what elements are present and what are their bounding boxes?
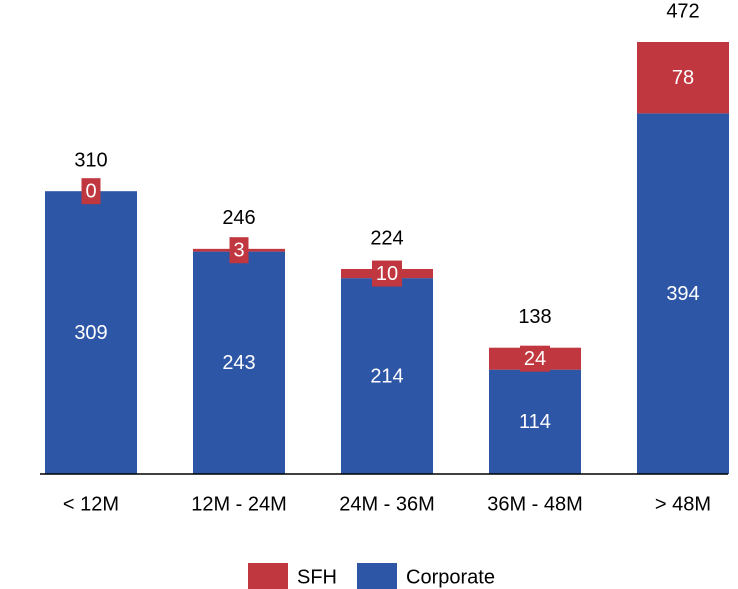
x-tick-label: 24M - 36M: [339, 493, 435, 515]
legend-label: Corporate: [406, 566, 495, 588]
legend-swatch: [248, 563, 288, 589]
data-label: 3: [233, 240, 244, 262]
x-tick-label: > 48M: [655, 493, 711, 515]
total-label: 246: [222, 207, 255, 229]
label-box: [520, 345, 550, 372]
x-tick-label: 36M - 48M: [487, 493, 583, 515]
bar-segment: [637, 113, 729, 474]
x-tick-label: < 12M: [63, 493, 119, 515]
data-label: 394: [666, 283, 699, 305]
data-label: 24: [524, 348, 546, 370]
total-label: 310: [74, 149, 107, 171]
total-label: 472: [666, 0, 699, 22]
total-label: 138: [518, 306, 551, 328]
label-box: [668, 64, 698, 91]
data-label: 78: [672, 67, 694, 89]
data-label: 114: [519, 411, 551, 433]
bar-segment: [341, 278, 433, 474]
bar-segment: [193, 251, 285, 474]
data-label: 309: [74, 322, 107, 344]
bar-segment: [45, 191, 137, 474]
data-label: 10: [376, 263, 398, 285]
data-label: 0: [85, 180, 96, 202]
legend-label: SFH: [297, 566, 337, 588]
total-label: 224: [370, 227, 403, 249]
legend-swatch: [357, 563, 397, 589]
data-label: 243: [222, 352, 255, 374]
label-box: [229, 237, 249, 264]
x-tick-label: 12M - 24M: [191, 493, 287, 515]
bar-segment: [489, 369, 581, 474]
data-label: 214: [370, 365, 403, 387]
label-box: [372, 260, 402, 287]
label-box: [81, 178, 101, 205]
